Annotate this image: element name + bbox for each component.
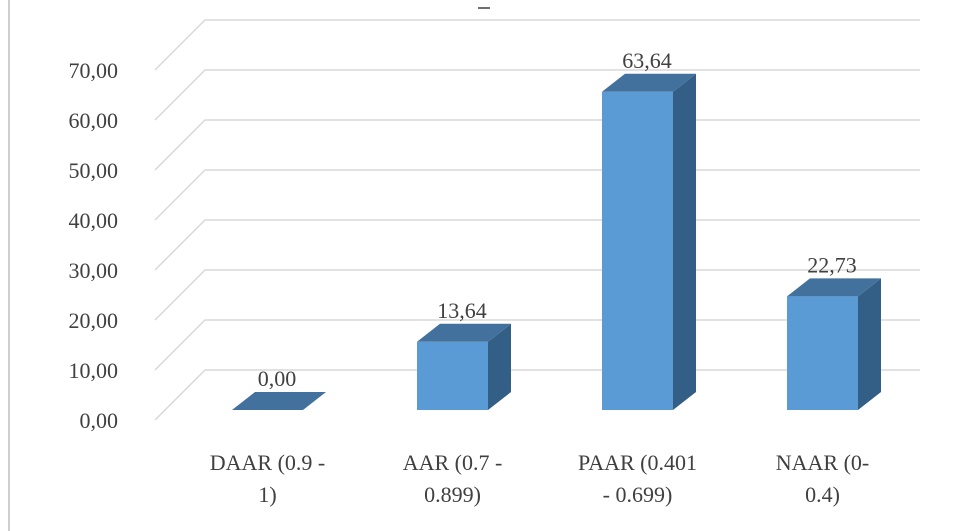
data-label: 63,64 bbox=[622, 48, 672, 73]
bar bbox=[417, 323, 511, 410]
bar-side bbox=[488, 323, 511, 410]
category-label: PAAR (0.401- 0.699) bbox=[578, 450, 697, 507]
y-tick-label: 50,00 bbox=[69, 158, 119, 183]
category-label: NAAR (0-0.4) bbox=[776, 450, 870, 507]
gridline bbox=[154, 219, 920, 271]
y-tick-label: 60,00 bbox=[69, 108, 119, 133]
bar bbox=[602, 73, 696, 411]
y-tick-label: 10,00 bbox=[69, 358, 119, 383]
data-label: 0,00 bbox=[258, 366, 297, 391]
y-tick-label: 0,00 bbox=[80, 408, 119, 433]
gridline bbox=[154, 119, 920, 171]
gridline bbox=[154, 169, 920, 221]
x-axis-categories: DAAR (0.9 -1) AAR (0.7 -0.899) PAAR (0.401… bbox=[210, 450, 870, 507]
data-labels: 0,00 13,64 63,64 22,73 bbox=[258, 48, 857, 391]
y-tick-label: 20,00 bbox=[69, 308, 119, 333]
bar-top bbox=[602, 73, 696, 92]
category-label: DAAR (0.9 -1) bbox=[210, 450, 326, 507]
y-tick-label: 30,00 bbox=[69, 258, 119, 283]
bar-front bbox=[417, 341, 488, 410]
data-label: 22,73 bbox=[807, 252, 857, 277]
bar bbox=[232, 392, 326, 410]
bar-top bbox=[787, 278, 881, 297]
y-tick-label: 40,00 bbox=[69, 208, 119, 233]
bar bbox=[787, 278, 881, 410]
bars bbox=[232, 73, 881, 411]
bar-top bbox=[417, 323, 511, 342]
bar-front bbox=[787, 296, 858, 410]
gridlines bbox=[154, 19, 920, 421]
category-label: AAR (0.7 -0.899) bbox=[403, 450, 503, 507]
bar-top bbox=[232, 392, 326, 410]
gridline bbox=[154, 19, 920, 71]
bar-front bbox=[602, 91, 673, 411]
y-tick-label: 70,00 bbox=[69, 58, 119, 83]
bar-side bbox=[673, 73, 696, 411]
bar-side bbox=[858, 278, 881, 410]
data-label: 13,64 bbox=[437, 298, 487, 323]
y-axis-ticks: 0,00 10,00 20,00 30,00 40,00 50,00 60,00 70,00 bbox=[69, 58, 119, 433]
gridline bbox=[154, 69, 920, 121]
